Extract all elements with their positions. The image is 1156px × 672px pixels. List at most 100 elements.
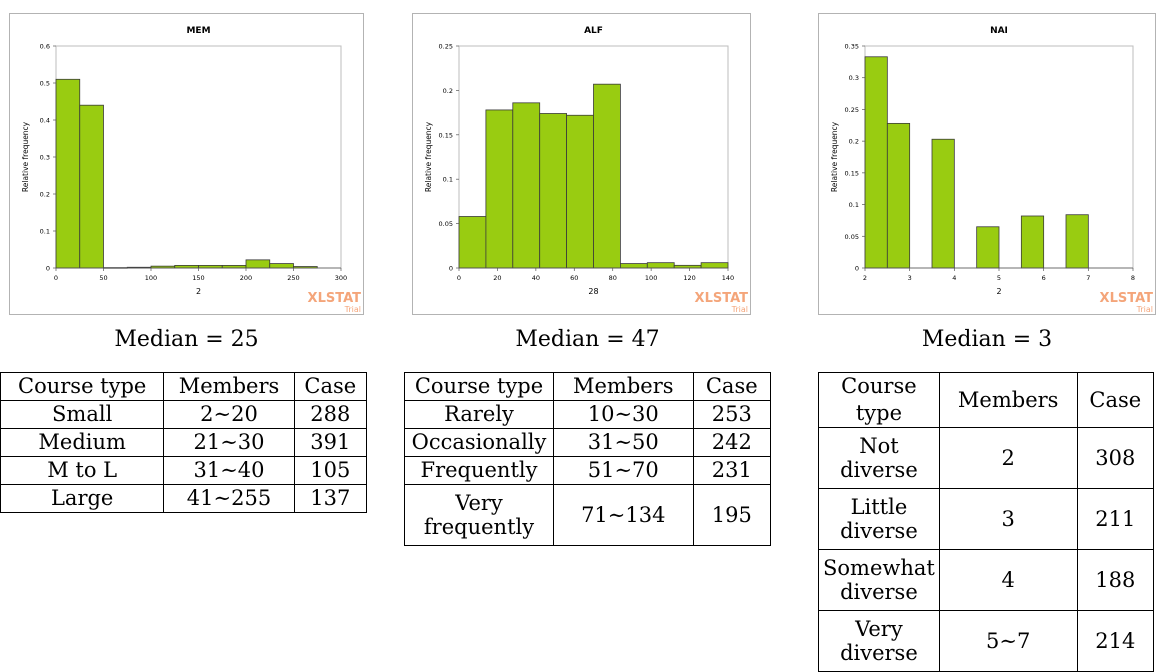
x-tick-label: 0	[457, 274, 461, 282]
histogram-mem: MEM 0 0.1 0.2 0.3 0.4 0.5 0.6 0 50 100 150 200 250 300…	[9, 13, 364, 315]
y-tick-label: 0.5	[40, 80, 50, 88]
xlstat-watermark: XLSTAT	[308, 291, 362, 306]
xlstat-trial-label: Trial	[344, 305, 361, 314]
table-row: Very frequently 71∼134 195	[404, 484, 772, 546]
histogram-bar	[79, 104, 104, 269]
table-header-row: Course type Members Case	[0, 372, 368, 401]
table-row: Somewhat diverse 4 188	[818, 549, 1155, 611]
median-mem: Median = 25	[114, 327, 259, 352]
cell-members: 71∼134	[553, 484, 694, 546]
header-course-type: Course type	[818, 372, 940, 428]
histogram-bar	[1020, 215, 1045, 269]
header-members: Members	[938, 372, 1078, 428]
x-tick-label: 3	[908, 274, 912, 282]
cell-case: 195	[692, 484, 772, 546]
y-tick-label: 0.05	[845, 233, 859, 241]
cell-case: 308	[1076, 427, 1155, 489]
cell-course-type: Medium	[0, 428, 165, 457]
x-tick-label: 2	[863, 274, 867, 282]
x-tick-label: 50	[99, 274, 107, 282]
table-row: Not diverse 2 308	[818, 427, 1155, 489]
histogram-bar	[646, 262, 675, 269]
cell-members: 3	[938, 488, 1078, 550]
cell-members: 41∼255	[163, 484, 295, 513]
xlstat-trial-label: Trial	[1136, 305, 1153, 314]
chart-title: NAI	[990, 26, 1008, 36]
header-case: Case	[692, 372, 772, 401]
histogram-alf-svg: ALF 0 0.05 0.1 0.15 0.2 0.25 0 20 40 60 80 100 120 140…	[424, 26, 749, 314]
x-tick-label: 300	[335, 274, 347, 282]
x-tick-label: 5	[997, 274, 1001, 282]
histogram-nai: NAI 0 0.05 0.1 0.15 0.2 0.25 0.3 0.35 2 3 4 5 6 7 8 2 Rel…	[818, 13, 1156, 315]
x-tick-label: 0	[54, 274, 58, 282]
histogram-bar	[458, 216, 487, 269]
histogram-alf: ALF 0 0.05 0.1 0.15 0.2 0.25 0 20 40 60 80 100 120 140…	[412, 13, 751, 315]
histogram-bar	[269, 263, 294, 269]
histogram-bar	[512, 102, 541, 269]
y-tick-label: 0.35	[845, 43, 859, 51]
histogram-bar	[886, 122, 911, 269]
cell-case: 211	[1076, 488, 1155, 550]
histogram-bar	[864, 56, 888, 269]
table-mem: Course type Members Case Small 2∼20 288 …	[0, 372, 368, 513]
histogram-bar	[619, 263, 648, 269]
table-row: Occasionally 31∼50 242	[404, 428, 772, 457]
table-row: M to L 31∼40 105	[0, 456, 368, 485]
table-row: Large 41∼255 137	[0, 484, 368, 513]
x-tick-label: 100	[645, 274, 657, 282]
xlstat-trial-label: Trial	[731, 305, 748, 314]
x-axis-label: 28	[588, 287, 598, 296]
header-course-type: Course type	[404, 372, 554, 401]
y-tick-label: 0	[46, 265, 50, 273]
y-tick-label: 0.2	[443, 87, 453, 95]
cell-case: 288	[293, 400, 368, 429]
y-tick-label: 0.05	[439, 220, 453, 228]
cell-course-type: Not diverse	[818, 427, 940, 489]
histogram-mem-svg: MEM 0 0.1 0.2 0.3 0.4 0.5 0.6 0 50 100 150 200 250 300…	[21, 26, 362, 314]
histogram-bar	[485, 109, 514, 269]
histogram-bar	[1065, 214, 1089, 269]
cell-course-type: Rarely	[404, 400, 554, 429]
y-axis-label: Relative frequency	[830, 121, 839, 192]
histogram-nai-svg: NAI 0 0.05 0.1 0.15 0.2 0.25 0.3 0.35 2 3 4 5 6 7 8 2 Rel…	[830, 26, 1154, 314]
cell-course-type: Occasionally	[404, 428, 554, 457]
cell-course-type: Little diverse	[818, 488, 940, 550]
table-row: Very diverse 5∼7 214	[818, 610, 1155, 672]
cell-members: 5∼7	[938, 610, 1078, 672]
cell-members: 31∼50	[553, 428, 694, 457]
median-nai: Median = 3	[921, 327, 1053, 352]
cell-members: 2	[938, 427, 1078, 489]
cell-case: 391	[293, 428, 368, 457]
x-tick-label: 140	[722, 274, 734, 282]
cell-case: 105	[293, 456, 368, 485]
x-tick-label: 7	[1086, 274, 1090, 282]
cell-case: 242	[692, 428, 772, 457]
histogram-bar	[931, 138, 955, 269]
xlstat-watermark: XLSTAT	[1100, 291, 1154, 306]
y-tick-label: 0.2	[849, 138, 859, 146]
x-tick-label: 20	[493, 274, 501, 282]
cell-case: 253	[692, 400, 772, 429]
chart-title: ALF	[584, 26, 603, 36]
header-members: Members	[553, 372, 694, 401]
cell-members: 31∼40	[163, 456, 295, 485]
x-axis-label: 2	[996, 287, 1001, 296]
x-tick-label: 100	[145, 274, 157, 282]
xlstat-watermark: XLSTAT	[695, 291, 749, 306]
histogram-bar	[539, 113, 567, 269]
histogram-bar	[700, 262, 729, 269]
chart-title: MEM	[186, 26, 210, 36]
header-case: Case	[1076, 372, 1155, 428]
table-row: Little diverse 3 211	[818, 488, 1155, 550]
y-axis-label: Relative frequency	[21, 121, 30, 192]
table-row: Small 2∼20 288	[0, 400, 368, 429]
table-row: Frequently 51∼70 231	[404, 456, 772, 485]
histogram-bar	[245, 259, 271, 269]
x-tick-label: 40	[532, 274, 540, 282]
cell-course-type: M to L	[0, 456, 165, 485]
histogram-bar	[976, 226, 1000, 269]
histogram-bar	[55, 78, 81, 269]
cell-course-type: Large	[0, 484, 165, 513]
table-header-row: Course type Members Case	[404, 372, 772, 401]
x-tick-label: 6	[1042, 274, 1046, 282]
